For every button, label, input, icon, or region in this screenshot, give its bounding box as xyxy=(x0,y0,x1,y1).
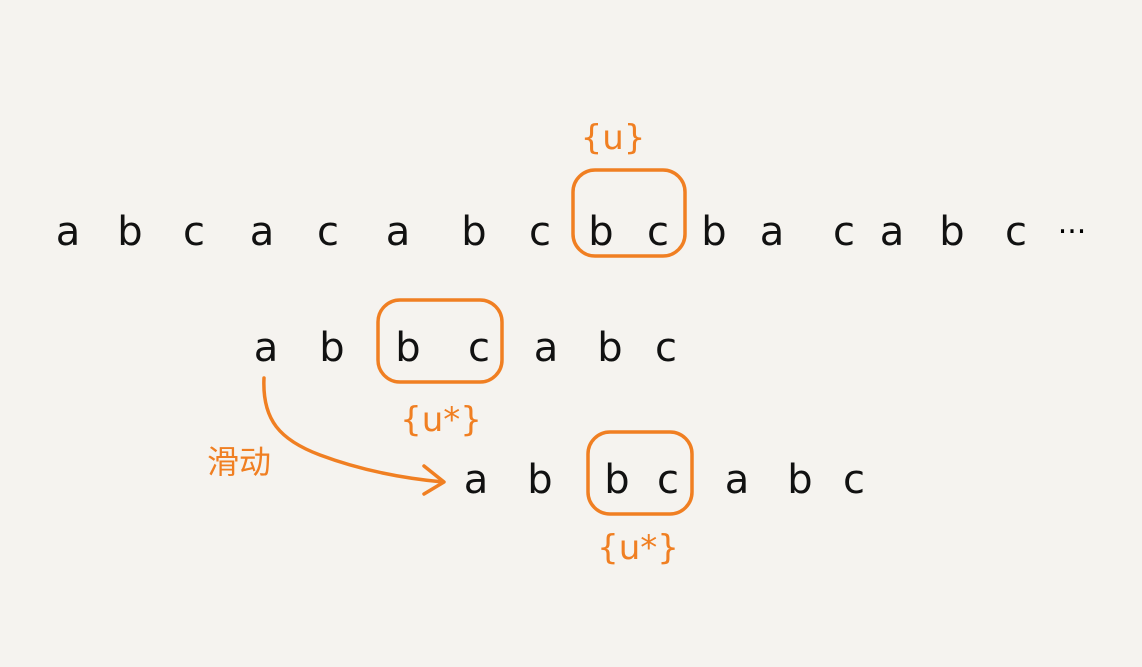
pattern-shifted-char: a xyxy=(463,457,489,503)
shifted-match-box xyxy=(586,430,694,516)
main-string-char: b xyxy=(461,209,487,255)
main-string-char: b xyxy=(701,209,727,255)
pattern-original-char: b xyxy=(395,325,421,371)
main-string-char: a xyxy=(249,209,275,255)
pattern-shifted-char: c xyxy=(843,457,865,503)
pattern-match-box xyxy=(376,298,504,384)
main-string-char: c xyxy=(317,209,339,255)
main-match-box xyxy=(571,168,687,258)
main-string-char: a xyxy=(385,209,411,255)
pattern-shifted-char: c xyxy=(657,457,679,503)
slide-arrow-head xyxy=(422,464,446,496)
slide-arrow xyxy=(262,376,445,484)
pattern-shifted-char: b xyxy=(604,457,630,503)
pattern-original-char: a xyxy=(533,325,559,371)
main-string-char: b xyxy=(939,209,965,255)
main-string-ellipsis: ... xyxy=(1057,206,1087,241)
pattern-shifted-char: b xyxy=(527,457,553,503)
pattern-shifted-char: a xyxy=(724,457,750,503)
main-string-char: b xyxy=(117,209,143,255)
pattern-match-label: {u*} xyxy=(400,400,482,440)
main-string-char: b xyxy=(588,209,614,255)
main-string-char: a xyxy=(759,209,785,255)
pattern-original-char: c xyxy=(655,325,677,371)
pattern-original-char: b xyxy=(597,325,623,371)
main-string-char: c xyxy=(833,209,855,255)
main-string-char: c xyxy=(529,209,551,255)
main-string-char: c xyxy=(183,209,205,255)
main-string-char: c xyxy=(1005,209,1027,255)
main-string-char: c xyxy=(647,209,669,255)
slide-label: 滑动 xyxy=(206,443,272,481)
pattern-original-char: b xyxy=(319,325,345,371)
main-string-char: a xyxy=(55,209,81,255)
pattern-shifted-char: b xyxy=(787,457,813,503)
main-match-label: {u} xyxy=(580,118,646,158)
shifted-match-label: {u*} xyxy=(597,528,679,568)
pattern-original-char: a xyxy=(253,325,279,371)
pattern-original-char: c xyxy=(468,325,490,371)
main-string-char: a xyxy=(879,209,905,255)
